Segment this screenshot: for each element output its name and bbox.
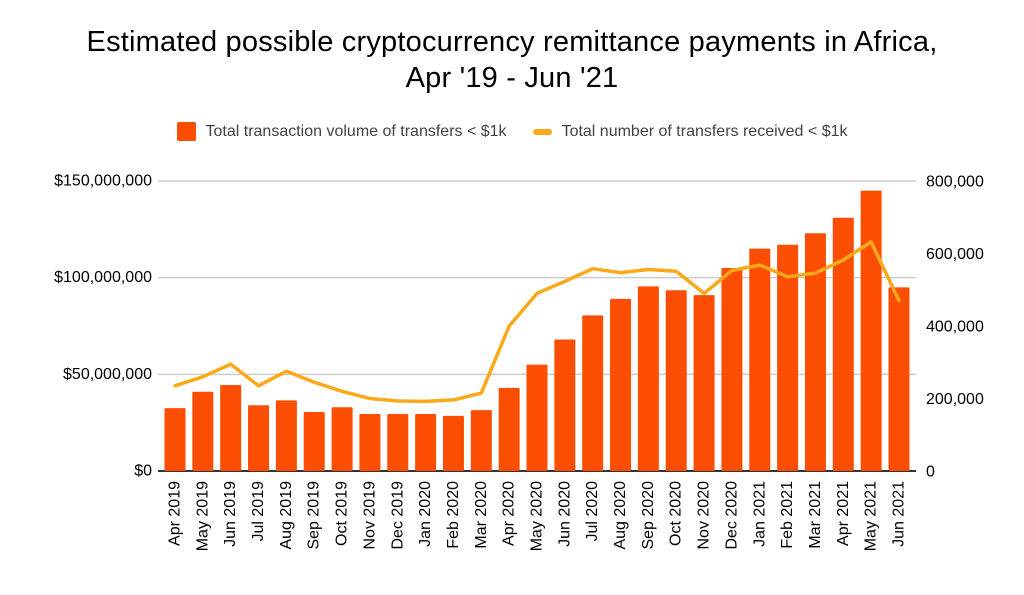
x-axis-label: Dec 2020 (723, 481, 740, 550)
chart-title: Estimated possible cryptocurrency remitt… (0, 24, 1024, 96)
x-axis-label: Aug 2020 (612, 481, 629, 550)
bar-jul-2020 (582, 315, 604, 471)
x-axis-label: Aug 2019 (278, 481, 295, 550)
x-axis-label: May 2020 (529, 481, 546, 551)
left-axis-tick-label: $100,000,000 (54, 269, 152, 286)
left-axis-tick-label: $50,000,000 (63, 366, 152, 383)
x-axis-label: Jul 2019 (250, 481, 267, 542)
left-axis-tick-label: $0 (134, 463, 152, 480)
x-axis-label: Jul 2020 (584, 481, 601, 542)
bar-jun-2021 (888, 287, 910, 471)
bar-dec-2019 (387, 413, 409, 471)
left-axis-tick-label: $150,000,000 (54, 173, 152, 190)
legend-item-volume: Total transaction volume of transfers < … (176, 122, 507, 141)
x-axis-label: Feb 2021 (779, 481, 796, 549)
bar-mar-2021 (804, 233, 826, 471)
x-axis-label: Jan 2021 (751, 481, 768, 547)
x-axis-label: Nov 2019 (361, 481, 378, 550)
x-axis-label: Nov 2020 (696, 481, 713, 550)
bar-feb-2021 (777, 244, 799, 471)
chart-title-line-1: Estimated possible cryptocurrency remitt… (86, 26, 938, 58)
legend-item-count: Total number of transfers received < $1k (532, 122, 848, 141)
right-axis-tick-label: 0 (926, 464, 935, 481)
bar-jul-2019 (248, 405, 270, 471)
bar-jun-2019 (220, 384, 242, 471)
bar-nov-2020 (693, 295, 715, 471)
bar-may-2019 (192, 391, 214, 471)
x-axis-label: Apr 2019 (167, 481, 184, 546)
right-axis-tick-label: 800,000 (926, 174, 984, 191)
x-axis-label: Sep 2020 (640, 481, 657, 550)
legend-label-volume: Total transaction volume of transfers < … (205, 122, 507, 140)
x-axis-label: Oct 2020 (668, 481, 685, 546)
bar-apr-2021 (832, 217, 854, 471)
bar-sep-2020 (637, 286, 659, 471)
x-axis-label: Feb 2020 (445, 481, 462, 549)
right-axis-tick-label: 400,000 (926, 319, 984, 336)
chart-title-line-2: Apr '19 - Jun '21 (405, 62, 619, 94)
x-axis-label: Mar 2020 (473, 481, 490, 549)
bar-oct-2020 (665, 290, 687, 471)
x-axis-label: Mar 2021 (807, 481, 824, 549)
bar-jan-2021 (749, 248, 771, 471)
x-axis-label: Jun 2019 (222, 481, 239, 547)
bar-aug-2019 (275, 400, 297, 471)
bar-may-2021 (860, 190, 882, 471)
bar-series-swatch-icon (176, 122, 196, 141)
x-axis-label: Dec 2019 (389, 481, 406, 550)
x-axis-label: Jan 2020 (417, 481, 434, 547)
line-series-swatch-icon (532, 128, 552, 135)
x-axis-label: Apr 2020 (501, 481, 518, 546)
bar-may-2020 (526, 364, 548, 471)
x-axis-label: Jun 2021 (891, 481, 908, 547)
x-axis-label: Sep 2019 (306, 481, 323, 550)
transfers-count-line (173, 240, 901, 404)
legend-label-count: Total number of transfers received < $1k (561, 122, 848, 140)
right-axis-tick-label: 600,000 (926, 246, 984, 263)
bar-dec-2020 (721, 268, 743, 471)
bar-apr-2019 (164, 408, 186, 471)
bar-feb-2020 (442, 415, 464, 471)
x-axis-label: May 2021 (863, 481, 880, 551)
x-axis-label: Apr 2021 (835, 481, 852, 546)
x-axis-label: Oct 2019 (334, 481, 351, 546)
x-axis-label: Jun 2020 (556, 481, 573, 547)
bar-jun-2020 (554, 339, 576, 471)
bar-jan-2020 (415, 413, 437, 471)
bar-aug-2020 (610, 298, 632, 471)
bar-sep-2019 (303, 412, 325, 471)
bar-apr-2020 (498, 387, 520, 471)
bar-oct-2019 (331, 407, 353, 471)
bar-nov-2019 (359, 413, 381, 471)
x-axis-label: May 2019 (194, 481, 211, 551)
right-axis-tick-label: 200,000 (926, 391, 984, 408)
legend: Total transaction volume of transfers < … (0, 122, 1024, 141)
bar-mar-2020 (470, 410, 492, 471)
